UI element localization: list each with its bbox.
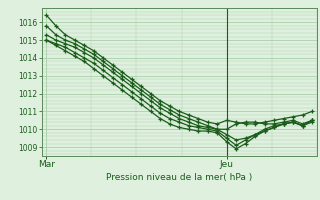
- X-axis label: Pression niveau de la mer( hPa ): Pression niveau de la mer( hPa ): [106, 173, 252, 182]
